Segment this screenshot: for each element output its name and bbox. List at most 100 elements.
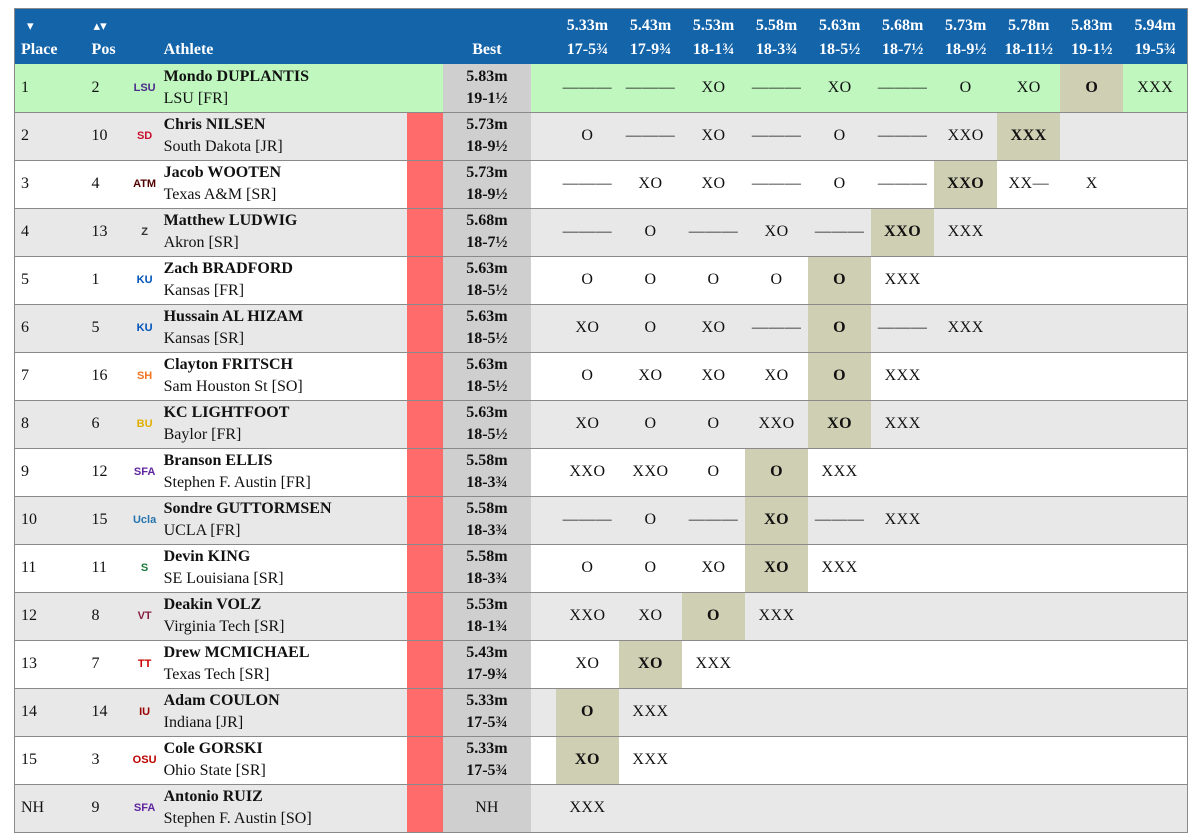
athlete-row[interactable]: 13 7 TT Drew MCMICHAEL Texas Tech [SR] 5.43m 1… — [14, 640, 1188, 689]
attempt-cell: XXO — [745, 400, 809, 449]
athlete-name[interactable]: Matthew LUDWIG — [163, 212, 298, 229]
attempt-cell — [1123, 208, 1188, 257]
athlete-cell: Deakin VOLZ Virginia Tech [SR] — [163, 592, 407, 641]
attempt-cell: XXX — [555, 784, 619, 833]
best-mark-cell: 5.63m 18-5½ — [442, 304, 531, 353]
attempt-cell: XO — [618, 592, 682, 641]
best-imperial: 18-5½ — [466, 282, 508, 299]
athlete-row[interactable]: 4 13 Z Matthew LUDWIG Akron [SR] 5.68m 18-7½ ——… — [14, 208, 1188, 257]
best-imperial: 17-9¾ — [466, 666, 508, 683]
height-imperial: 18-1¾ — [692, 40, 735, 58]
athlete-name[interactable]: Sondre GUTTORMSEN — [163, 500, 332, 517]
height-imperial: 17-9¾ — [629, 40, 672, 58]
attempt-cell: ——— — [618, 64, 682, 113]
attempt-cell: XXX — [871, 496, 935, 545]
attempt-cell: ——— — [555, 496, 619, 545]
athlete-name[interactable]: Cole GORSKI — [163, 740, 263, 757]
attempt-cell: XXX — [997, 112, 1061, 161]
athlete-row[interactable]: 7 16 SH Clayton FRITSCH Sam Houston St [SO] 5… — [14, 352, 1188, 401]
spacer-cell — [530, 64, 556, 113]
attempt-cell: XXX — [808, 544, 872, 593]
athlete-name[interactable]: KC LIGHTFOOT — [163, 404, 290, 421]
height-imperial: 18-3¾ — [755, 40, 798, 58]
athlete-row[interactable]: 8 6 BU KC LIGHTFOOT Baylor [FR] 5.63m 18-5½ XO O… — [14, 400, 1188, 449]
team-logo-icon: ATM — [133, 178, 157, 190]
progress-bar-cell — [406, 160, 443, 209]
place-cell: NH — [14, 784, 88, 833]
pos-cell: 11 — [87, 544, 126, 593]
height-imperial: 18-9½ — [945, 40, 987, 58]
place-sort-cell[interactable]: ▾ — [15, 9, 88, 36]
athlete-cell: Cole GORSKI Ohio State [SR] — [163, 736, 407, 785]
athlete-row[interactable]: 6 5 KU Hussain AL HIZAM Kansas [SR] 5.63m 18-5… — [14, 304, 1188, 353]
height-metric: 5.83m — [1071, 17, 1113, 34]
athlete-cell: Mondo DUPLANTIS LSU [FR] — [163, 64, 407, 113]
attempt-cell: O — [934, 64, 998, 113]
sort-desc-icon[interactable]: ▾ — [27, 18, 34, 33]
team-logo-cell: TT — [125, 640, 164, 689]
athlete-row[interactable]: 15 3 OSU Cole GORSKI Ohio State [SR] 5.33m 17-… — [14, 736, 1188, 785]
athlete-name[interactable]: Devin KING — [163, 548, 251, 565]
athlete-name[interactable]: Zach BRADFORD — [163, 260, 293, 277]
team-logo-icon: SD — [136, 130, 153, 142]
attempt-cell: XO — [555, 640, 619, 689]
athlete-name[interactable]: Chris NILSEN — [163, 116, 266, 133]
attempt-cell: ——— — [808, 496, 872, 545]
pos-header[interactable]: Pos — [91, 40, 116, 58]
progress-bar-cell — [406, 208, 443, 257]
spacer-cell — [530, 400, 556, 449]
attempt-cell — [1123, 256, 1188, 305]
athlete-name[interactable]: Clayton FRITSCH — [163, 356, 293, 373]
attempt-cell — [997, 304, 1061, 353]
place-cell: 15 — [14, 736, 88, 785]
attempt-cell: XO — [555, 304, 619, 353]
athlete-row[interactable]: 5 1 KU Zach BRADFORD Kansas [FR] 5.63m 18-5½ O O… — [14, 256, 1188, 305]
athlete-name[interactable]: Antonio RUIZ — [163, 788, 263, 805]
best-metric: 5.73m — [466, 116, 508, 133]
athlete-row[interactable]: 10 15 Ucla Sondre GUTTORMSEN UCLA [FR] 5.58m 1… — [14, 496, 1188, 545]
attempt-cell — [997, 496, 1061, 545]
best-mark-cell: 5.63m 18-5½ — [442, 352, 531, 401]
athlete-row[interactable]: 9 12 SFA Branson ELLIS Stephen F. Austin [FR… — [14, 448, 1188, 497]
place-cell: 7 — [14, 352, 88, 401]
athlete-name[interactable]: Jacob WOOTEN — [163, 164, 282, 181]
attempt-cell — [1060, 448, 1124, 497]
athlete-name[interactable]: Drew MCMICHAEL — [163, 644, 310, 661]
team-logo-cell: Ucla — [125, 496, 164, 545]
attempt-cell: XXX — [745, 592, 809, 641]
athlete-name[interactable]: Hussain AL HIZAM — [163, 308, 304, 325]
athlete-name[interactable]: Mondo DUPLANTIS — [163, 67, 309, 85]
pos-sort-cell[interactable]: ▴▾ — [88, 9, 164, 36]
best-metric: NH — [475, 799, 499, 816]
athlete-name[interactable]: Deakin VOLZ — [163, 596, 262, 613]
best-metric: 5.58m — [466, 548, 508, 565]
athlete-row[interactable]: 3 4 ATM Jacob WOOTEN Texas A&M [SR] 5.73m 18-9… — [14, 160, 1188, 209]
athlete-cell: Adam COULON Indiana [JR] — [163, 688, 407, 737]
attempt-cell — [1123, 784, 1188, 833]
team-logo-icon: OSU — [132, 754, 157, 766]
athlete-row[interactable]: 11 11 S Devin KING SE Louisiana [SR] 5.58m 18-… — [14, 544, 1188, 593]
attempt-cell: XO — [745, 544, 809, 593]
pos-cell: 10 — [87, 112, 126, 161]
athlete-row[interactable]: 1 2 LSU Mondo DUPLANTIS LSU [FR] 5.83m 19-1½ ——… — [14, 64, 1188, 113]
spacer-cell — [530, 160, 556, 209]
height-metric: 5.63m — [818, 17, 861, 34]
athlete-row[interactable]: 2 10 SD Chris NILSEN South Dakota [JR] 5.73m 1… — [14, 112, 1188, 161]
athlete-name[interactable]: Branson ELLIS — [163, 452, 273, 469]
attempt-cell: XXX — [934, 304, 998, 353]
attempt-cell — [1060, 352, 1124, 401]
athlete-row[interactable]: 12 8 VT Deakin VOLZ Virginia Tech [SR] 5.53m 1… — [14, 592, 1188, 641]
attempt-cell: O — [555, 256, 619, 305]
attempt-cell: XO — [682, 352, 746, 401]
attempt-cell: ——— — [871, 112, 935, 161]
attempt-cell: XXO — [555, 592, 619, 641]
place-cell: 11 — [14, 544, 88, 593]
place-header[interactable]: Place — [21, 40, 58, 58]
athlete-row[interactable]: NH 9 SFA Antonio RUIZ Stephen F. Austin [SO]… — [14, 784, 1188, 833]
attempt-cell — [1060, 256, 1124, 305]
sort-toggle-icon[interactable]: ▴▾ — [93, 18, 107, 33]
attempt-cell: O — [1060, 64, 1124, 113]
athlete-name[interactable]: Adam COULON — [163, 692, 280, 709]
athlete-row[interactable]: 14 14 IU Adam COULON Indiana [JR] 5.33m 17-5¾ O… — [14, 688, 1188, 737]
attempt-cell — [997, 640, 1061, 689]
